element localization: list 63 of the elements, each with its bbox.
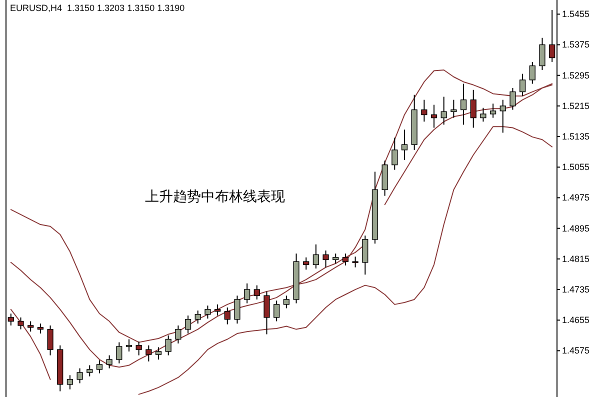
candlestick (470, 89, 476, 128)
candlestick (362, 235, 368, 276)
y-tick-label: 1.5295 (562, 70, 590, 80)
candlestick (450, 99, 457, 118)
candlestick (430, 104, 438, 128)
candlestick (76, 368, 83, 384)
candlestick (332, 253, 339, 264)
y-tick-label: 1.4895 (562, 223, 590, 234)
y-tick-label: 1.5375 (562, 40, 590, 50)
candlestick (480, 107, 486, 122)
candlestick (421, 99, 428, 122)
candlestick (264, 290, 270, 335)
candlestick (234, 295, 240, 324)
candlestick (352, 256, 358, 268)
y-tick-label: 1.5135 (562, 132, 590, 142)
candlestick (126, 338, 132, 352)
y-tick-label: 1.4815 (562, 254, 590, 264)
candlestick (28, 320, 34, 332)
candlestick (303, 256, 310, 270)
y-tick-label: 1.5455 (562, 9, 590, 20)
candlestick (500, 99, 506, 134)
candlestick (86, 364, 93, 377)
y-tick-label: 1.4655 (562, 315, 590, 326)
candlestick (392, 137, 398, 170)
candlestick (510, 87, 516, 110)
candlestick (106, 354, 112, 369)
candlestick (490, 103, 496, 118)
candlestick (342, 253, 349, 266)
candlestick (283, 295, 290, 309)
candlestick (47, 324, 54, 356)
candlestick (539, 37, 546, 70)
candlestick (96, 360, 103, 374)
candlestick (214, 304, 221, 316)
candlestick (529, 61, 536, 84)
annotation: 上升趋势中布林线表现 (145, 189, 285, 205)
candlestick (244, 282, 250, 304)
y-tick-label: 1.5055 (562, 162, 590, 172)
candlestick (194, 310, 201, 324)
y-tick-label: 1.4575 (562, 346, 590, 356)
candlestick (165, 334, 172, 356)
candlestick (184, 315, 192, 334)
candlestick (322, 250, 329, 268)
candlestick (175, 324, 182, 344)
candlestick (312, 244, 319, 269)
candlestick (116, 342, 122, 364)
candlestick (440, 96, 447, 126)
candlestick (136, 341, 142, 356)
candlestick (460, 83, 467, 126)
candlestick (224, 307, 230, 325)
y-tick-label: 1.4735 (562, 284, 590, 295)
candlestick (520, 73, 526, 96)
candlestick (254, 284, 260, 300)
y-tick-label: 1.5215 (562, 100, 590, 111)
candlestick (18, 316, 24, 330)
candlestick (274, 300, 280, 322)
candlestick (37, 323, 44, 334)
candlestick (66, 374, 74, 390)
annotation: EURUSD,H4 1.3150 1.3203 1.3150 1.3190 (10, 3, 185, 13)
candlestick (155, 346, 162, 360)
candlestick (146, 344, 152, 362)
y-tick-label: 1.4975 (562, 192, 590, 203)
candlestick (401, 129, 408, 160)
candlestick (204, 305, 211, 320)
